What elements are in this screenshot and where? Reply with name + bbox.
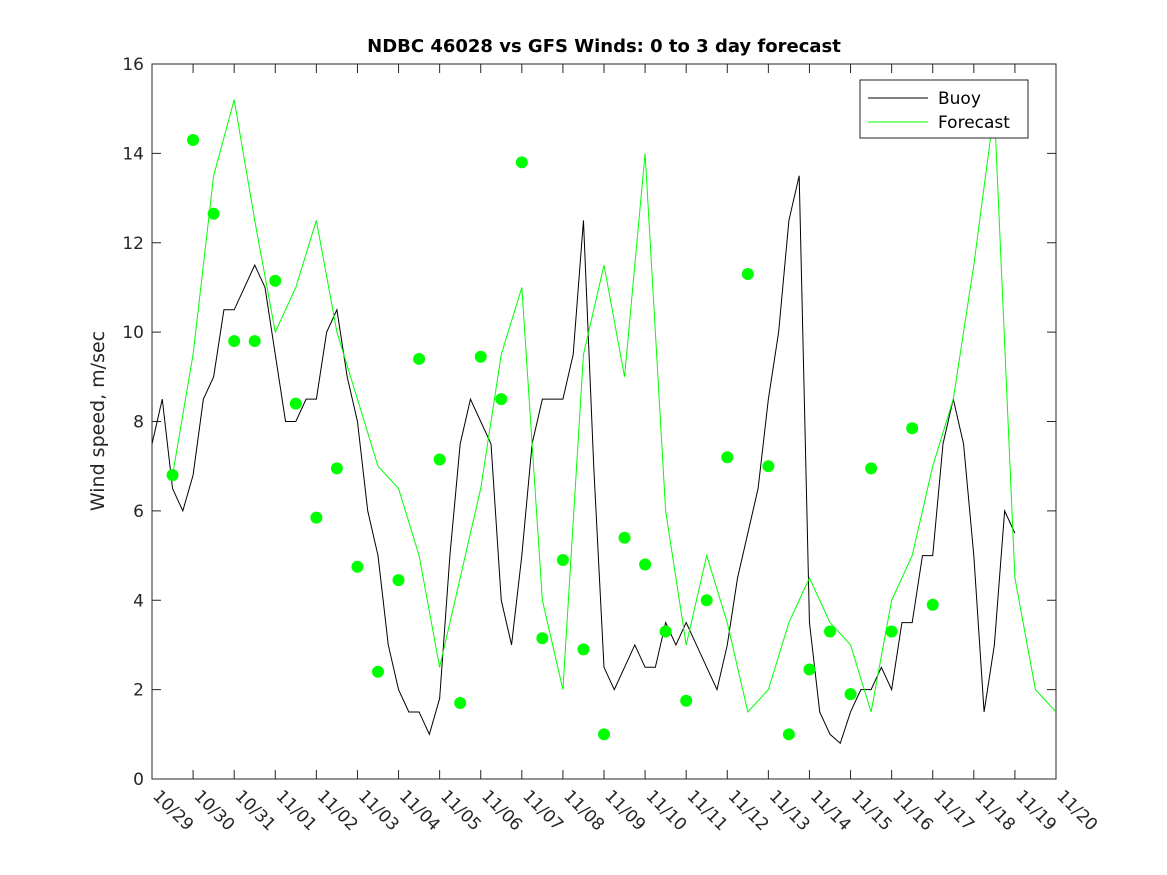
forecast-point <box>865 462 878 475</box>
forecast-point <box>618 531 631 544</box>
forecast-point <box>577 643 590 656</box>
legend: Buoy Forecast <box>859 79 1029 139</box>
forecast-point <box>659 625 672 638</box>
forecast-point <box>454 697 467 710</box>
y-tick-label: 14 <box>122 144 144 164</box>
y-tick-label: 6 <box>133 502 144 522</box>
y-tick-label: 0 <box>133 770 144 790</box>
forecast-point <box>207 207 220 220</box>
forecast-point <box>330 462 343 475</box>
forecast-point <box>680 694 693 707</box>
forecast-point <box>372 665 384 678</box>
legend-box <box>859 79 1029 139</box>
forecast-point <box>433 453 446 466</box>
legend-forecast-label: Forecast <box>938 113 1010 133</box>
y-axis: 0 2 4 6 8 10 12 14 16 <box>122 55 1056 790</box>
forecast-point <box>392 574 405 587</box>
forecast-point <box>782 728 795 741</box>
forecast-series-line <box>172 99 1057 714</box>
forecast-point <box>803 663 816 676</box>
y-tick-label: 16 <box>122 55 144 75</box>
forecast-point <box>885 625 898 638</box>
forecast-point <box>598 728 610 741</box>
forecast-point <box>351 560 364 573</box>
forecast-point <box>721 451 734 464</box>
forecast-point <box>700 594 713 607</box>
y-tick-label: 2 <box>133 681 144 701</box>
forecast-point <box>187 133 200 146</box>
forecast-point <box>556 554 569 567</box>
forecast-point <box>536 632 549 645</box>
forecast-point <box>248 335 261 348</box>
forecast-point <box>310 511 323 524</box>
forecast-point <box>289 397 302 410</box>
y-tick-label: 4 <box>133 591 144 611</box>
legend-buoy-label: Buoy <box>938 89 981 109</box>
forecast-point <box>824 625 836 638</box>
forecast-point <box>515 156 528 169</box>
forecast-point <box>741 268 754 281</box>
forecast-point <box>228 335 241 348</box>
forecast-point <box>844 688 857 701</box>
y-tick-label: 10 <box>122 323 144 343</box>
y-tick-label: 8 <box>133 413 144 433</box>
forecast-point <box>639 558 652 571</box>
y-tick-label: 12 <box>122 234 144 254</box>
forecast-point <box>269 274 282 287</box>
buoy-series-line <box>151 175 1016 745</box>
forecast-point <box>762 460 775 473</box>
forecast-point <box>474 350 487 363</box>
forecast-point <box>166 469 179 482</box>
forecast-point <box>495 393 508 406</box>
y-axis-label: Wind speed, m/sec <box>87 331 109 511</box>
forecast-point <box>926 598 939 611</box>
plot-series <box>151 99 1057 745</box>
forecast-point <box>413 352 426 365</box>
chart-title: NDBC 46028 vs GFS Winds: 0 to 3 day fore… <box>367 36 841 57</box>
forecast-point <box>906 422 919 435</box>
